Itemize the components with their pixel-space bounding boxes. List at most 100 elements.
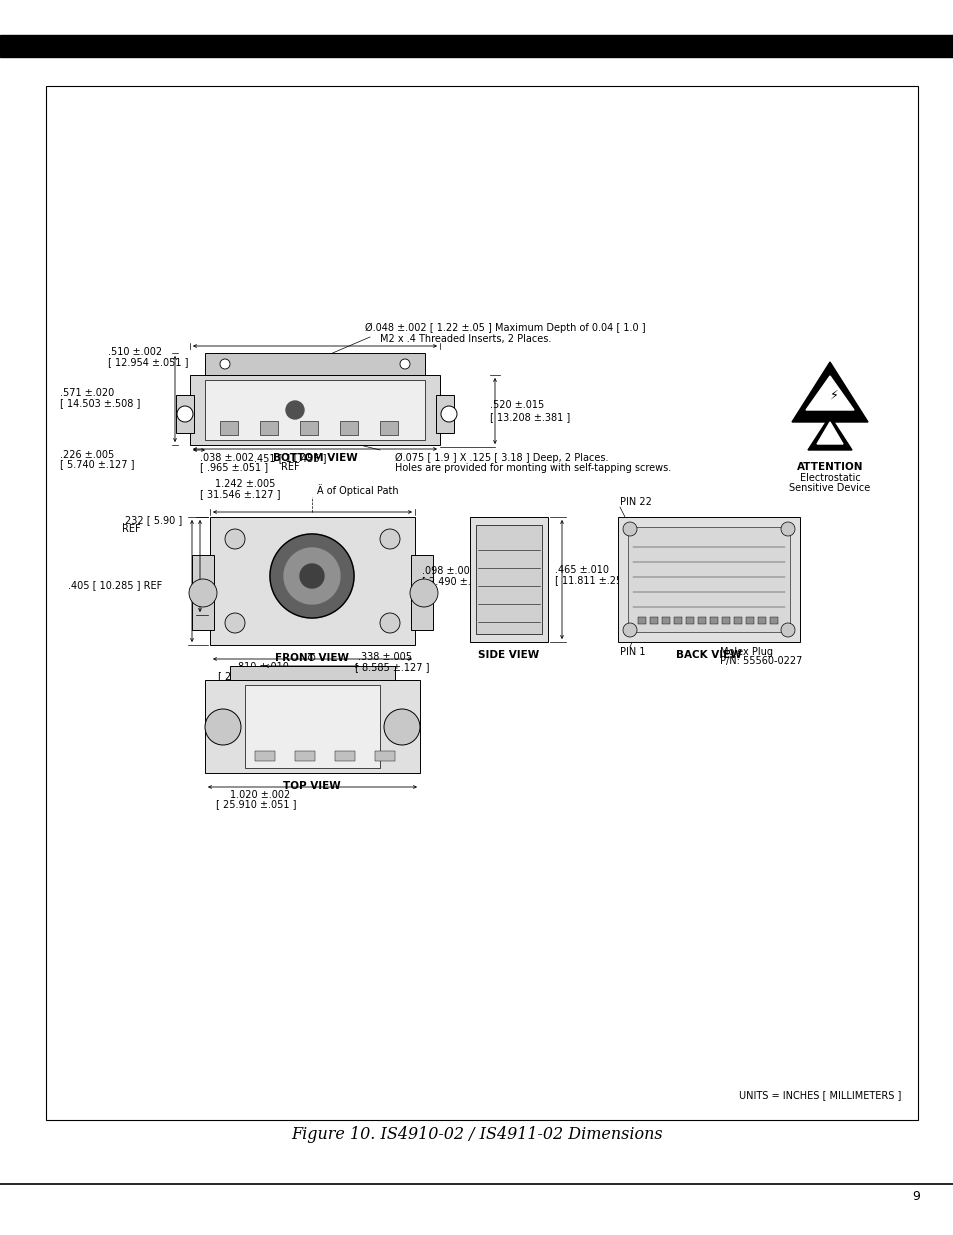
Text: [ 11.811 ±.254 ]: [ 11.811 ±.254 ] — [555, 576, 635, 585]
Text: REF: REF — [280, 462, 299, 472]
Text: PIN 22: PIN 22 — [619, 496, 651, 508]
Text: PIN 1: PIN 1 — [619, 647, 645, 657]
Text: Electrostatic: Electrostatic — [799, 473, 860, 483]
Text: [ 14.503 ±.508 ]: [ 14.503 ±.508 ] — [60, 398, 140, 408]
Circle shape — [379, 529, 399, 550]
Circle shape — [379, 613, 399, 634]
Bar — [379, 421, 397, 435]
Text: FRONT VIEW: FRONT VIEW — [274, 653, 349, 663]
Circle shape — [225, 613, 245, 634]
Bar — [476, 525, 541, 634]
Bar — [618, 517, 800, 642]
Circle shape — [399, 359, 410, 369]
Circle shape — [270, 534, 354, 618]
Text: [ 2.490 ±.127 ]: [ 2.490 ±.127 ] — [421, 576, 496, 585]
Text: [ 12.954 ±.051 ]: [ 12.954 ±.051 ] — [108, 357, 189, 367]
Circle shape — [384, 709, 419, 745]
Text: [ 13.208 ±.381 ]: [ 13.208 ±.381 ] — [490, 412, 570, 422]
Text: .038 ±.002: .038 ±.002 — [200, 453, 253, 463]
Text: .571 ±.020: .571 ±.020 — [60, 388, 114, 398]
Text: [ 25.910 ±.051 ]: [ 25.910 ±.051 ] — [215, 799, 296, 809]
Bar — [411, 555, 433, 630]
Text: BACK VIEW: BACK VIEW — [676, 650, 741, 659]
Bar — [190, 375, 439, 445]
Text: .226 ±.005: .226 ±.005 — [60, 450, 114, 459]
Bar — [205, 680, 419, 773]
Text: .451 [ 11.455 ]: .451 [ 11.455 ] — [253, 453, 326, 463]
Bar — [673, 618, 681, 624]
Bar — [192, 555, 213, 630]
Circle shape — [299, 564, 324, 588]
Text: ATTENTION: ATTENTION — [796, 462, 862, 472]
Text: [ .965 ±.051 ]: [ .965 ±.051 ] — [200, 462, 268, 472]
Text: Molex Plug: Molex Plug — [720, 647, 772, 657]
Text: SIDE VIEW: SIDE VIEW — [477, 650, 539, 659]
Text: .810 ±.010: .810 ±.010 — [234, 662, 289, 672]
Circle shape — [440, 406, 456, 422]
Bar — [260, 421, 277, 435]
Text: [ 5.740 ±.127 ]: [ 5.740 ±.127 ] — [60, 459, 134, 469]
Bar — [205, 353, 424, 375]
Text: .465 ±.010: .465 ±.010 — [555, 564, 608, 576]
Bar — [470, 517, 547, 642]
Text: REF: REF — [122, 524, 140, 534]
Bar — [0, 36, 953, 58]
Text: 9: 9 — [912, 1189, 920, 1203]
Bar — [335, 751, 355, 761]
Bar — [685, 618, 693, 624]
Bar — [627, 527, 789, 632]
Circle shape — [622, 522, 637, 536]
Circle shape — [284, 548, 339, 604]
Text: UNITS = INCHES [ MILLIMETERS ]: UNITS = INCHES [ MILLIMETERS ] — [738, 1091, 901, 1100]
Text: .098 ±.005: .098 ±.005 — [421, 566, 476, 576]
Text: BOTTOM VIEW: BOTTOM VIEW — [273, 453, 357, 463]
Bar — [649, 618, 658, 624]
Circle shape — [177, 406, 193, 422]
Text: [ 20.574 ±.254 ]: [ 20.574 ±.254 ] — [217, 671, 298, 680]
Text: Holes are provided for monting with self-tapping screws.: Holes are provided for monting with self… — [395, 463, 671, 473]
Text: .338 ±.005: .338 ±.005 — [357, 652, 412, 662]
Text: Figure 10. IS4910-02 / IS4911-02 Dimensions: Figure 10. IS4910-02 / IS4911-02 Dimensi… — [291, 1126, 662, 1144]
Text: TOP VIEW: TOP VIEW — [283, 781, 340, 790]
Bar — [210, 517, 415, 645]
Bar — [769, 618, 778, 624]
Text: P/N: 55560-0227: P/N: 55560-0227 — [720, 656, 801, 666]
Bar — [46, 86, 917, 1120]
Circle shape — [286, 401, 304, 419]
Bar — [758, 618, 765, 624]
Bar — [205, 380, 424, 440]
Bar — [245, 685, 379, 768]
Text: M2 x .4 Threaded Inserts, 2 Places.: M2 x .4 Threaded Inserts, 2 Places. — [379, 333, 551, 345]
Text: ⊙: ⊙ — [307, 653, 316, 663]
Text: ⚡: ⚡ — [829, 389, 838, 401]
Bar — [254, 751, 274, 761]
Bar — [220, 421, 237, 435]
Text: Ä of Optical Path: Ä of Optical Path — [316, 484, 398, 496]
Text: .405 [ 10.285 ] REF: .405 [ 10.285 ] REF — [68, 580, 162, 590]
Text: Ø.048 ±.002 [ 1.22 ±.05 ] Maximum Depth of 0.04 [ 1.0 ]: Ø.048 ±.002 [ 1.22 ±.05 ] Maximum Depth … — [365, 322, 645, 333]
Circle shape — [781, 622, 794, 637]
Circle shape — [205, 709, 241, 745]
Bar — [709, 618, 718, 624]
Bar — [661, 618, 669, 624]
Bar — [698, 618, 705, 624]
Text: .510 ±.002: .510 ±.002 — [108, 347, 162, 357]
Circle shape — [781, 522, 794, 536]
Circle shape — [410, 579, 437, 606]
Circle shape — [225, 529, 245, 550]
Text: [ 31.546 ±.127 ]: [ 31.546 ±.127 ] — [199, 489, 280, 499]
Circle shape — [220, 359, 230, 369]
Bar — [230, 666, 395, 680]
Bar — [745, 618, 753, 624]
Bar — [375, 751, 395, 761]
Bar — [721, 618, 729, 624]
Bar — [299, 421, 317, 435]
Polygon shape — [816, 422, 842, 445]
Text: [ 8.585 ±.127 ]: [ 8.585 ±.127 ] — [355, 662, 429, 672]
Text: 1.020 ±.002: 1.020 ±.002 — [230, 790, 290, 800]
Circle shape — [189, 579, 216, 606]
Bar — [733, 618, 741, 624]
Polygon shape — [805, 375, 853, 410]
Circle shape — [622, 622, 637, 637]
Bar — [294, 751, 314, 761]
